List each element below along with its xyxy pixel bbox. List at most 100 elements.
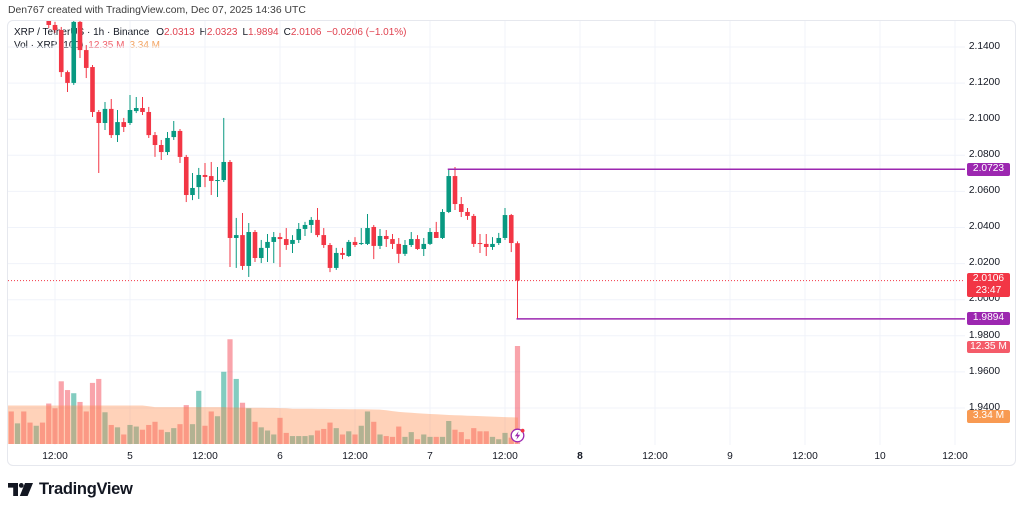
time-tick: 12:00 (342, 451, 368, 462)
candle-body (127, 109, 133, 123)
time-tick: 12:00 (792, 451, 818, 462)
time-tick: 5 (127, 451, 133, 462)
volume-bar (102, 412, 108, 444)
volume-bar (364, 411, 371, 444)
candle-body (177, 130, 183, 157)
candle-body (515, 243, 520, 281)
volume-bar (208, 411, 214, 444)
candle-body (102, 108, 108, 123)
volume-bar (27, 422, 33, 444)
candle-body (502, 215, 508, 238)
volume-bar (358, 425, 364, 444)
candle-body (196, 174, 202, 188)
volume-bar (439, 436, 446, 444)
price-tick: 2.0800 (968, 149, 1000, 160)
candle-body (208, 176, 214, 181)
price-tick: 1.9800 (968, 330, 1000, 341)
volume-bar (314, 430, 321, 444)
candle-body (115, 122, 120, 136)
candle-body (396, 243, 402, 254)
time-axis[interactable]: 12:00 5 12:00 6 12:00 7 12:00 8 12:00 9 … (8, 446, 1016, 466)
time-tick: 12:00 (42, 451, 68, 462)
legend-volume-ma: 3.34 M (129, 40, 161, 51)
legend-close-label: C (283, 27, 291, 38)
price-tick: 1.9400 (968, 402, 1000, 413)
tradingview-logo[interactable]: TradingView (8, 480, 133, 499)
price-tick: 2.0200 (968, 257, 1000, 268)
volume-bar (258, 427, 264, 444)
candle-body (165, 137, 170, 153)
candle-body (402, 245, 408, 254)
volume-bar (127, 424, 133, 444)
volume-bar (327, 422, 333, 444)
candle-body (108, 108, 114, 136)
volume-bar (408, 432, 414, 444)
candle-body (371, 226, 377, 246)
candle-body (77, 21, 83, 51)
volume-bar (421, 434, 427, 444)
time-tick: 12:00 (492, 451, 518, 462)
tradingview-logo-text: TradingView (39, 480, 133, 498)
candle-body (383, 235, 389, 240)
price-tick: 2.1200 (968, 77, 1000, 88)
volume-bar (83, 411, 89, 444)
volume-bar (377, 434, 383, 444)
volume-bar (39, 422, 46, 444)
legend-volume-title[interactable]: Vol · XRP (100) (14, 40, 84, 51)
volume-bar (321, 428, 327, 444)
candle-body (408, 239, 414, 246)
time-tick: 12:00 (942, 451, 968, 462)
price-pane[interactable] (8, 21, 965, 445)
candle-body (133, 108, 139, 112)
price-tick: 1.9600 (968, 366, 1000, 377)
candle-body (358, 243, 364, 245)
volume-label: 12.35 M (967, 341, 1010, 353)
candle-body (90, 67, 95, 112)
volume-bar (264, 430, 271, 444)
candle-body (308, 219, 314, 225)
candle-body (277, 237, 283, 240)
candle-body (327, 245, 333, 268)
volume-bar (383, 436, 389, 444)
volume-bar (227, 339, 233, 444)
candle-body (215, 180, 220, 182)
volume-bar (177, 424, 183, 444)
legend-close-value: 2.0106 (290, 27, 322, 38)
volume-bar (371, 421, 377, 444)
volume-bar (352, 434, 358, 444)
bar-countdown: 23:47 (975, 285, 1002, 296)
high-line-price-label: 2.0723 (967, 163, 1010, 176)
volume-ma-label: 3.34 M (967, 410, 1010, 423)
volume-bar (58, 381, 64, 444)
volume-label-value: 12.35 M (970, 341, 1007, 352)
candle-body (433, 232, 439, 238)
candle-body (340, 252, 345, 255)
candle-body (477, 243, 483, 245)
candle-body (71, 21, 77, 83)
candle-body (221, 161, 227, 181)
time-tick: 8 (577, 451, 583, 462)
grid-lines (8, 21, 965, 445)
volume-bar (183, 405, 189, 444)
volume-bar (46, 403, 52, 444)
volume-bar (89, 382, 96, 444)
volume-bar (433, 436, 439, 444)
volume-bar (214, 416, 221, 444)
candle-body (496, 237, 502, 244)
lightning-icon[interactable] (510, 428, 525, 443)
price-axis[interactable]: 2.1400 2.1200 2.1000 2.0800 2.0600 2.040… (965, 21, 1016, 445)
price-tick: 2.0400 (968, 221, 1000, 232)
volume-bar (96, 378, 102, 444)
volume-bar (477, 431, 483, 444)
volume-bar (71, 393, 77, 444)
candle-body (302, 224, 308, 229)
candle-body (240, 235, 245, 266)
candle-body (258, 247, 264, 259)
candle-body (146, 111, 152, 136)
volume-bar (202, 425, 208, 444)
price-tick: 2.0600 (968, 185, 1000, 196)
price-tick: 2.0000 (968, 293, 1000, 304)
candle-body (152, 135, 158, 146)
candle-body (83, 50, 89, 68)
volume-bar (133, 426, 139, 444)
